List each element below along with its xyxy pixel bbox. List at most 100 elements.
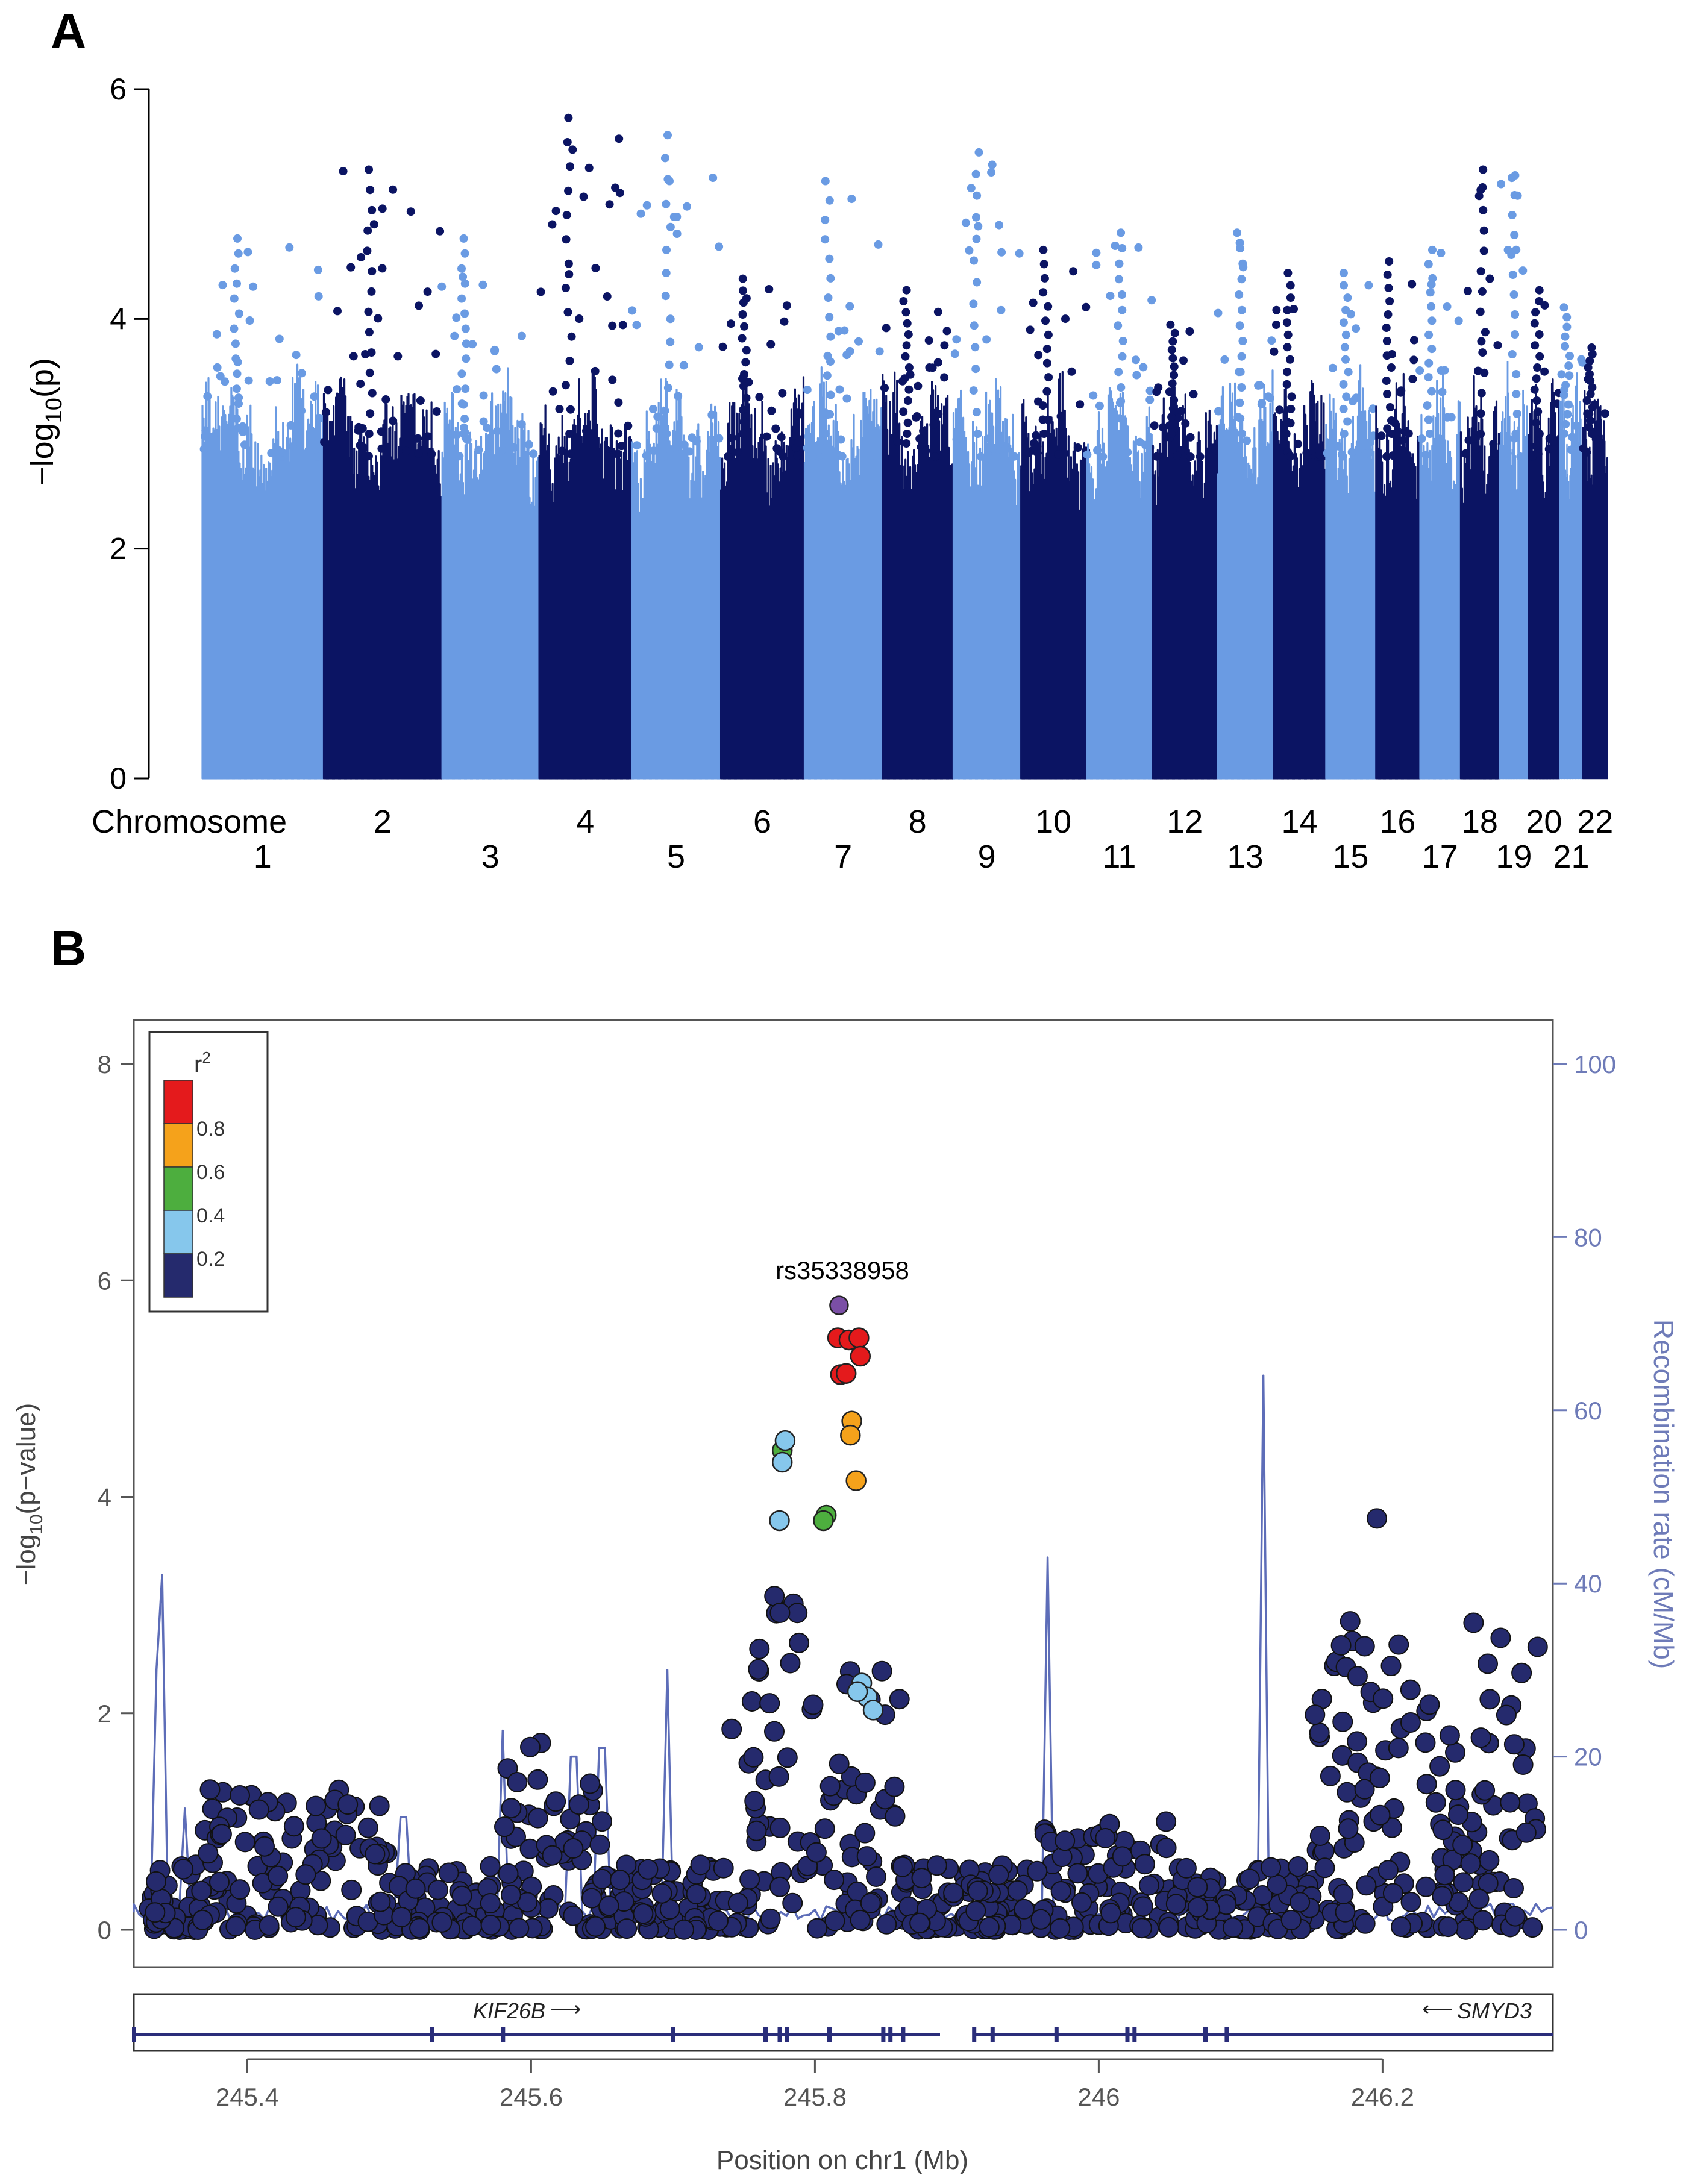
chromosome-16-points [1375, 257, 1420, 780]
chromosome-peak-point [1382, 324, 1391, 332]
chromosome-peak-point [460, 415, 469, 424]
snp-point [1439, 1725, 1460, 1746]
chromosome-point [642, 451, 651, 460]
chromosome-peak-point [1424, 358, 1434, 368]
chromosome-point [510, 443, 518, 452]
panel-b-ylabel: −log10(p−value) [11, 1403, 46, 1585]
snp-point [782, 1892, 803, 1913]
snp-point [1014, 1898, 1035, 1920]
snp-point [527, 1807, 548, 1829]
snp-point [509, 1918, 530, 1939]
chromosome-peak-point [1534, 407, 1543, 416]
panel-b-letter: B [51, 921, 86, 976]
snp-point [1432, 1819, 1453, 1841]
chromosome-peak-point [665, 177, 674, 186]
panel-b-plot-frame [133, 1019, 1554, 1968]
chromosome-point [1579, 444, 1588, 453]
chromosome-peak-point [1115, 275, 1123, 284]
snp-point [854, 1772, 876, 1793]
chromosome-point [1257, 400, 1266, 409]
chromosome-peak-point [231, 354, 240, 363]
snp-point [501, 1798, 522, 1819]
chromosome-point [1388, 451, 1397, 460]
chromosome-point [652, 424, 661, 433]
chromosome-peak-point [899, 297, 908, 305]
chromosome-point [1531, 442, 1540, 451]
snp-point [146, 1871, 166, 1892]
chromosome-point [984, 451, 993, 460]
chromosome-point [474, 445, 483, 454]
chromosome-point [1186, 452, 1195, 462]
chromosome-peak-point [662, 269, 671, 278]
chromosome-peak-point [1476, 430, 1485, 438]
chromosome-peak-point [1387, 416, 1396, 425]
chromosome-peak-point [460, 430, 468, 438]
chromosome-point [924, 336, 933, 345]
chromosome-point [310, 392, 319, 401]
chromosome-peak-point [1385, 297, 1394, 305]
chromosome-peak-point [971, 343, 980, 352]
snp-point [1134, 1854, 1155, 1875]
chromosome-peak-point [460, 249, 469, 258]
chromosome-peak-point [234, 399, 243, 408]
chromosome-point [1272, 305, 1281, 314]
chromosome-peak-point [1042, 387, 1051, 396]
snp-point [674, 1919, 694, 1940]
chromosome-point [322, 408, 330, 417]
chromosome-peak-point [1385, 257, 1394, 266]
chromosome-peak-point [234, 309, 243, 318]
chromosome-peak-point [826, 274, 835, 283]
gene-track-frame [133, 1993, 1554, 2052]
chromosome-point [324, 386, 333, 395]
chromosome-point [1415, 366, 1424, 375]
snp-point [268, 1865, 289, 1886]
chromosome-label: 7 [834, 839, 852, 875]
chromosome-1-band [201, 363, 324, 780]
chromosome-point [1026, 325, 1035, 334]
chromosome-peak-point [1387, 363, 1396, 372]
chromosome-peak-point [1588, 383, 1597, 392]
chromosome-3-band [441, 367, 539, 780]
legend-swatch [163, 1123, 193, 1168]
panel-b-right-axis: 0 20 40 60 80 100 [1553, 1050, 1616, 1944]
chromosome-peak-point [901, 352, 910, 361]
chromosome-peak-point [1236, 244, 1245, 252]
chromosome-20-points [1528, 286, 1563, 780]
snp-point [1340, 1611, 1361, 1632]
snp-point [1400, 1712, 1421, 1733]
chromosome-point [1421, 450, 1431, 459]
chromosome-label: 13 [1227, 839, 1264, 875]
snp-point [1479, 1689, 1500, 1710]
snp-point [1388, 1738, 1409, 1759]
chromosome-peak-point [1582, 396, 1591, 405]
chromosome-peak-point [1038, 415, 1047, 424]
chromosome-point [1092, 260, 1101, 269]
chromosome-point [416, 396, 425, 405]
chromosome-peak-point [368, 205, 377, 214]
chromosome-point [1111, 242, 1120, 250]
chromosome-point [249, 282, 258, 291]
chromosome-peak-point [1114, 321, 1123, 330]
chromosome-point [1034, 351, 1043, 360]
chromosome-peak-point [1531, 341, 1540, 350]
panel-b-xlabel: Position on chr1 (Mb) [716, 2145, 968, 2175]
chromosome-point [1409, 355, 1418, 365]
chromosome-point [584, 163, 594, 172]
snp-point [230, 1785, 250, 1806]
snp-point [1463, 1612, 1484, 1633]
chromosome-18-points [1459, 165, 1502, 780]
chromosome-point [432, 407, 441, 416]
chromosome-point [933, 307, 942, 316]
chromosome-point [1243, 436, 1251, 445]
chromosome-13-points [1214, 228, 1276, 780]
chromosome-peak-point [1561, 342, 1570, 351]
panel-b-x-axis: 245.4 245.6 245.8 246 246.2 [216, 2058, 1414, 2111]
chromosome-point [498, 446, 507, 455]
snp-point [1490, 1627, 1511, 1648]
chromosome-peak-point [1512, 410, 1521, 418]
chromosome-point [314, 292, 323, 301]
chromosome-point [1443, 302, 1452, 311]
a-y-tick-label: 2 [110, 532, 127, 566]
b-y2-tick-label: 0 [1574, 1916, 1588, 1944]
